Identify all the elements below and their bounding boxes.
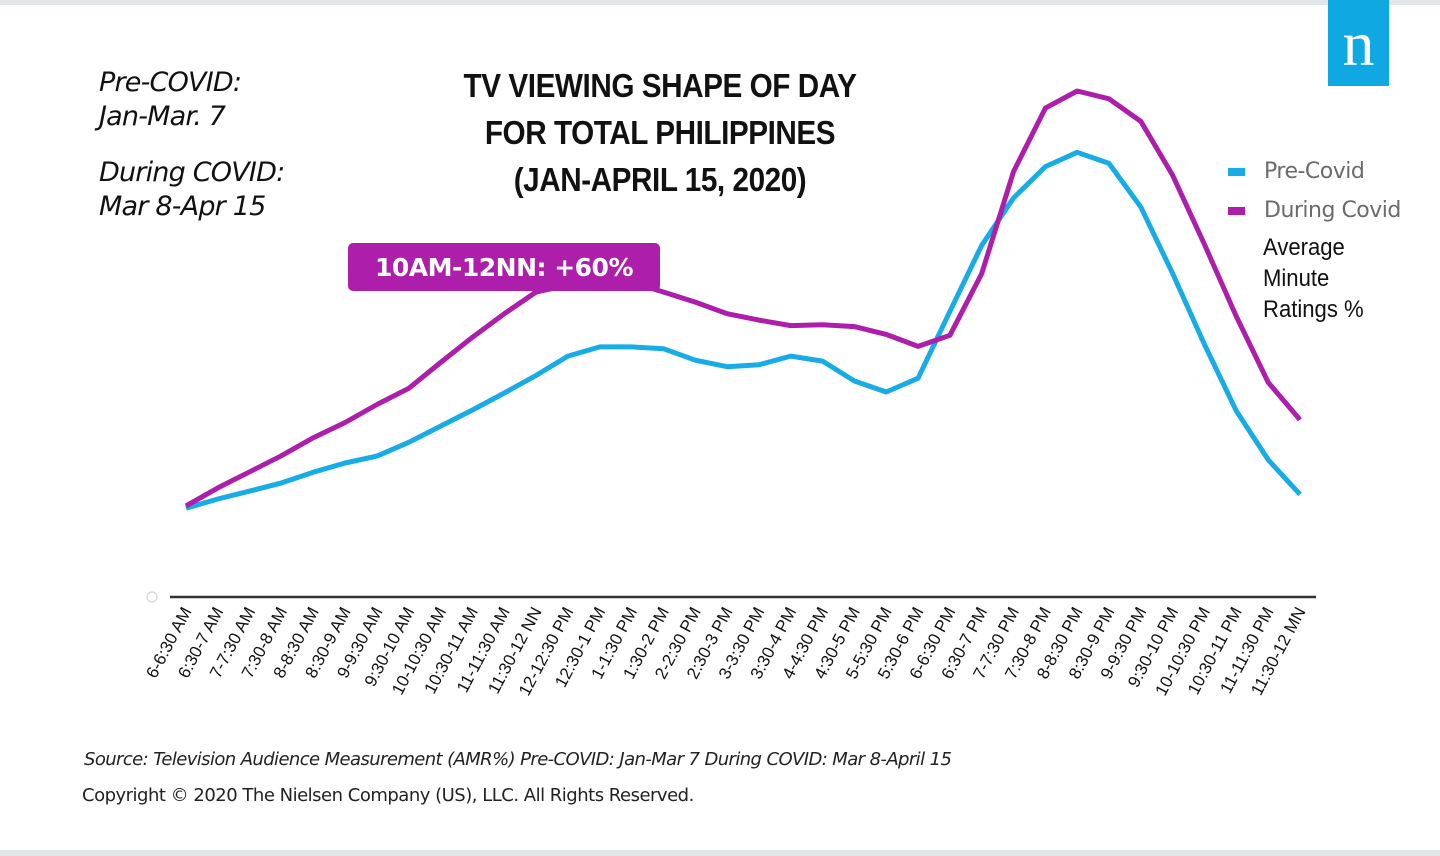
chart-title-line-1: TV VIEWING SHAPE OF DAY [463,67,857,104]
pre-covid-note: Pre-COVID: Jan-Mar. 7 [99,66,242,134]
y-axis-label: Average Minute Ratings % [1263,232,1364,325]
top-frame-border [0,0,1440,5]
series-layer [184,88,1302,511]
during-covid-range: Mar 8-Apr 15 [99,191,266,222]
pre-covid-range: Jan-Mar. 7 [99,101,226,132]
callout-text: 10AM-12NN: +60% [374,252,634,282]
chart-title: TV VIEWING SHAPE OF DAY FOR TOTAL PHILIP… [408,62,912,203]
axis-origin-mark [146,591,158,603]
during-covid-label: During COVID: [99,157,285,188]
series-line-during-covid [184,88,1302,509]
pre-covid-label: Pre-COVID: [99,67,242,98]
y-axis-label-line-3: Ratings % [1263,296,1364,323]
chart-title-line-3: (JAN-APRIL 15, 2020) [513,161,807,198]
legend-label-pre-covid: Pre-Covid [1264,159,1365,184]
y-axis-label-line-1: Average [1263,234,1345,261]
y-axis-label-line-2: Minute [1263,265,1330,292]
during-covid-note: During COVID: Mar 8-Apr 15 [99,156,285,224]
legend-swatch-pre-covid [1228,167,1245,176]
legend-item-pre-covid: Pre-Covid [1228,152,1401,191]
nielsen-logo-glyph: n [1342,8,1375,79]
bottom-frame-border [0,850,1440,856]
chart-title-line-2: FOR TOTAL PHILIPPINES [484,114,836,151]
nielsen-logo: n [1328,0,1389,86]
source-note: Source: Television Audience Measurement … [84,749,952,770]
legend-item-during-covid: During Covid [1228,191,1401,230]
copyright-note: Copyright © 2020 The Nielsen Company (US… [82,785,694,806]
legend-swatch-during-covid [1228,206,1245,215]
x-tick-labels: 6-6:30 AM6:30-7 AM7-7:30 AM7:30-8 AM8-8:… [142,604,1309,699]
legend-label-during-covid: During Covid [1264,198,1401,223]
legend: Pre-Covid During Covid [1228,152,1401,230]
series-line-pre-covid [185,149,1302,511]
